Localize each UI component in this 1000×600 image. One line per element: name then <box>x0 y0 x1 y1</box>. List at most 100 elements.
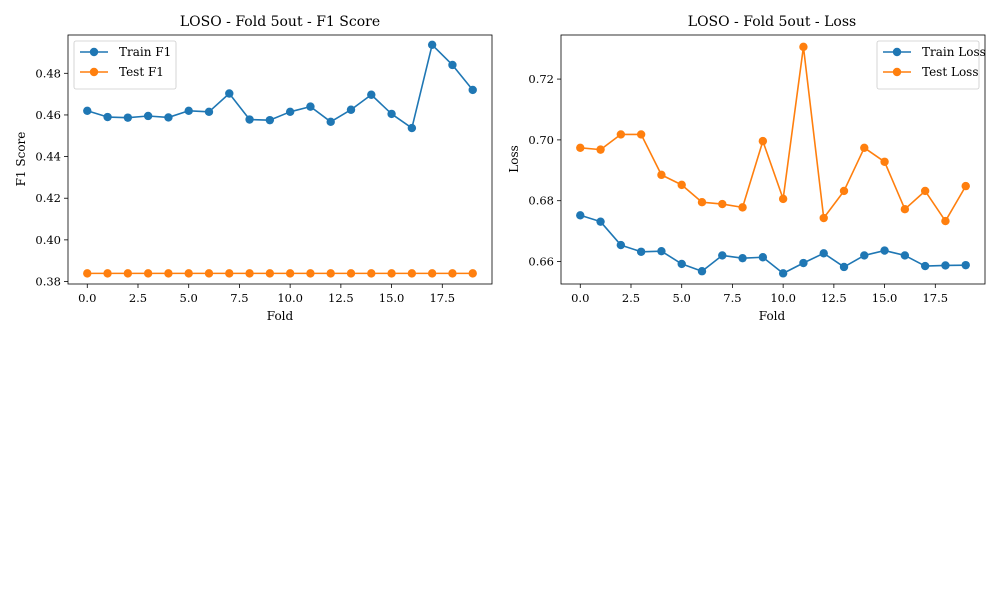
x-tick-label: 7.5 <box>723 291 741 305</box>
data-point <box>636 130 646 139</box>
data-point <box>718 251 727 260</box>
data-point <box>677 180 686 190</box>
data-point <box>306 269 315 278</box>
data-point <box>346 105 356 114</box>
legend-box <box>876 40 980 90</box>
data-point <box>204 107 214 117</box>
x-tick-label: 15.0 <box>379 291 405 305</box>
data-point <box>468 85 477 95</box>
data-point <box>941 261 950 270</box>
y-tick-label: 0.44 <box>35 150 61 164</box>
ticks-layer: 0.0 2.5 5.0 7.5 10.0 12.5 15.0 17.5 0.66 0.68 0.70… <box>528 72 948 305</box>
x-tick-label: 15.0 <box>872 291 898 305</box>
data-point <box>596 145 605 154</box>
data-point <box>103 269 112 278</box>
data-point <box>880 246 889 255</box>
data-point <box>387 109 396 119</box>
data-point <box>367 269 376 278</box>
data-point <box>326 117 335 127</box>
data-point <box>941 216 950 226</box>
x-tick-label: 0.0 <box>571 291 589 305</box>
data-point <box>448 60 457 70</box>
legend-marker <box>892 47 902 57</box>
data-point <box>880 157 889 166</box>
x-tick-label: 10.0 <box>770 291 796 305</box>
x-tick-label: 5.0 <box>673 291 691 305</box>
data-point <box>103 112 112 122</box>
x-tick-label: 10.0 <box>277 291 303 305</box>
data-point <box>367 90 376 99</box>
data-point <box>697 267 707 276</box>
x-tick-label: 17.5 <box>429 291 455 305</box>
chart-title: LOSO - Fold 5out - Loss <box>688 14 856 30</box>
data-point <box>225 269 234 278</box>
data-point <box>407 269 417 278</box>
data-point <box>265 269 275 278</box>
y-tick-label: 0.48 <box>35 66 61 80</box>
data-point <box>576 143 585 152</box>
legend-label: Train Loss <box>922 45 986 59</box>
y-tick-label: 0.42 <box>35 191 61 205</box>
data-point <box>961 181 970 191</box>
data-point <box>407 123 417 133</box>
data-point <box>468 269 477 278</box>
data-point <box>164 113 173 122</box>
chart-title: LOSO - Fold 5out - F1 Score <box>180 14 380 30</box>
y-axis-label: F1 Score <box>14 132 28 187</box>
data-point <box>164 269 173 278</box>
legend-label: Test F1 <box>119 65 164 79</box>
data-point <box>860 251 869 260</box>
data-point <box>204 269 214 278</box>
legend-marker <box>89 67 99 77</box>
data-point <box>265 115 275 125</box>
x-tick-label: 17.5 <box>922 291 948 305</box>
data-point <box>860 143 869 152</box>
series-layer <box>83 40 477 278</box>
y-tick-label: 0.46 <box>35 108 61 122</box>
x-tick-label: 2.5 <box>129 291 147 305</box>
data-point <box>306 102 315 111</box>
data-point <box>799 42 808 52</box>
x-axis-label: Fold <box>267 309 294 323</box>
data-point <box>778 194 788 204</box>
f1-score-chart: LOSO - Fold 5out - F1 Score 0.0 2.5 5.0 7.5… <box>14 14 493 323</box>
data-point <box>123 113 133 122</box>
data-point <box>245 115 254 124</box>
data-point <box>225 89 234 98</box>
x-tick-label: 7.5 <box>230 291 248 305</box>
data-point <box>83 269 92 278</box>
legend-label: Train F1 <box>119 45 171 59</box>
data-point <box>718 199 727 209</box>
data-point <box>738 203 747 212</box>
data-point <box>83 106 92 115</box>
data-point <box>616 240 626 250</box>
data-point <box>143 111 153 121</box>
x-tick-label: 5.0 <box>180 291 198 305</box>
x-axis-label: Fold <box>759 309 786 323</box>
legend-box <box>73 40 177 90</box>
data-point <box>285 107 295 117</box>
data-point <box>819 213 828 223</box>
y-axis-label: Loss <box>507 145 521 173</box>
data-point <box>738 253 747 263</box>
data-point <box>657 246 666 256</box>
data-point <box>245 269 254 278</box>
data-point <box>677 259 686 269</box>
data-point <box>427 40 437 49</box>
data-point <box>596 217 605 226</box>
data-point <box>839 262 849 272</box>
data-point <box>427 269 437 278</box>
data-point <box>123 269 133 278</box>
data-point <box>961 260 970 270</box>
data-point <box>184 269 193 278</box>
data-point <box>900 251 910 260</box>
data-point <box>616 130 626 139</box>
y-tick-label: 0.70 <box>528 133 554 147</box>
y-tick-label: 0.38 <box>35 275 61 289</box>
data-point <box>346 269 356 278</box>
y-tick-label: 0.72 <box>528 72 554 86</box>
data-point <box>920 186 930 196</box>
data-point <box>285 269 295 278</box>
data-point <box>576 211 585 220</box>
